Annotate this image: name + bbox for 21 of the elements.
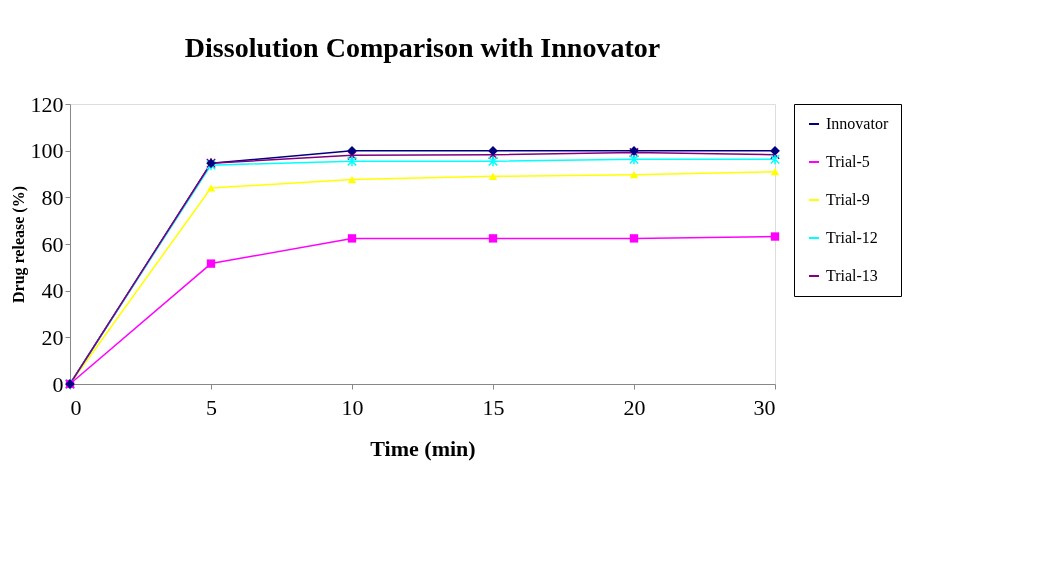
y-tick-label: 40 [41, 278, 64, 304]
legend-label: Trial-13 [826, 267, 878, 284]
y-tick-label: 80 [41, 184, 64, 210]
x-axis-title: Time (min) [370, 435, 476, 461]
y-axis-title: Drug release (%) [9, 186, 28, 303]
legend-label: Trial-12 [826, 229, 878, 246]
legend-label: Innovator [826, 115, 889, 132]
y-tick-label: 120 [30, 91, 64, 117]
x-tick-label: 15 [482, 394, 505, 420]
y-tick-label: 60 [41, 231, 64, 257]
legend-label: Trial-5 [826, 153, 870, 170]
y-tick-label: 100 [30, 138, 64, 164]
x-tick-label: 10 [341, 394, 364, 420]
x-tick-label: 30 [753, 394, 776, 420]
x-tick-label: 20 [623, 394, 646, 420]
y-tick-label: 0 [52, 371, 64, 397]
chart-title: Dissolution Comparison with Innovator [184, 32, 661, 63]
x-tick-label: 5 [206, 394, 217, 420]
y-tick-label: 20 [41, 324, 64, 350]
x-tick-label: 0 [70, 394, 82, 420]
legend-label: Trial-9 [826, 191, 870, 208]
